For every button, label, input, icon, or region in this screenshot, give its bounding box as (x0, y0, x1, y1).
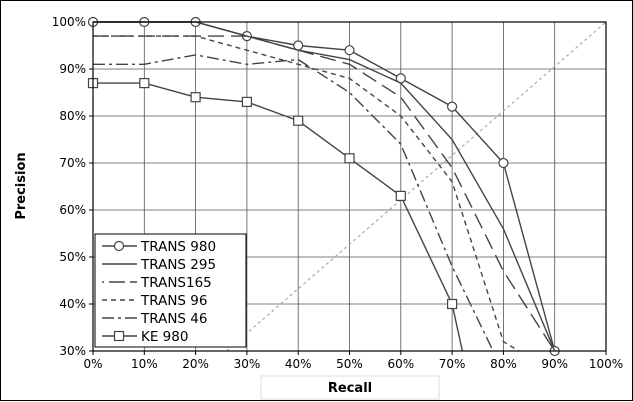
y-tick-label: 40% (59, 297, 86, 311)
legend-label: TRANS 295 (140, 257, 216, 273)
legend-label: TRANS165 (140, 275, 212, 291)
x-tick-label: 30% (234, 357, 261, 371)
legend-label: KE 980 (141, 329, 188, 345)
x-tick-label: 60% (387, 357, 414, 371)
y-tick-label: 90% (59, 62, 86, 76)
x-tick-label: 20% (182, 357, 209, 371)
legend-box (94, 233, 247, 348)
data-point-square (447, 298, 458, 310)
data-point-square (344, 153, 355, 164)
x-axis-title-box (260, 375, 440, 400)
y-tick-label: 80% (59, 109, 86, 123)
legend: TRANS 980 TRANS 295 TRANS165 TRANS 96 TRANS … (94, 233, 247, 348)
x-axis-title: Recall (328, 381, 372, 396)
y-tick-label: 100% (52, 15, 86, 29)
data-point-circle (498, 157, 509, 169)
data-point-square (190, 92, 201, 103)
x-tick-label: 10% (131, 357, 158, 371)
legend-marker-circle (113, 240, 125, 252)
x-tick-label: 90% (541, 357, 568, 371)
legend-marker-square (113, 330, 125, 342)
x-tick-label: 0% (83, 357, 102, 371)
data-point-circle (447, 101, 458, 112)
legend-label: TRANS 96 (140, 293, 207, 309)
x-tick-label: 100% (589, 357, 623, 371)
y-tick-label: 30% (59, 344, 86, 358)
x-tick-label: 80% (490, 357, 517, 371)
x-tick-labels: 0% 10% 20% 30% 40% 50% 60% 70% 80% 90% 100% (83, 357, 623, 371)
data-point-circle (344, 45, 355, 56)
data-point-square (139, 77, 150, 89)
y-tick-label: 60% (59, 203, 86, 217)
x-tick-label: 40% (285, 357, 312, 371)
y-axis-title: Precision (14, 152, 29, 219)
y-tick-label: 50% (59, 250, 86, 264)
legend-label: TRANS 46 (140, 311, 207, 327)
data-point-square (395, 190, 406, 201)
legend-label: TRANS 980 (140, 239, 216, 255)
plot-border (92, 21, 607, 352)
y-tick-label: 70% (59, 156, 86, 170)
y-tick-labels: 30% 40% 50% 60% 70% 80% 90% 100% (52, 15, 86, 358)
x-tick-label: 70% (439, 357, 466, 371)
x-tick-label: 50% (336, 357, 363, 371)
series-line (93, 54, 494, 352)
data-point-square (241, 96, 252, 108)
data-point-square (293, 115, 304, 126)
series-line (93, 35, 520, 352)
